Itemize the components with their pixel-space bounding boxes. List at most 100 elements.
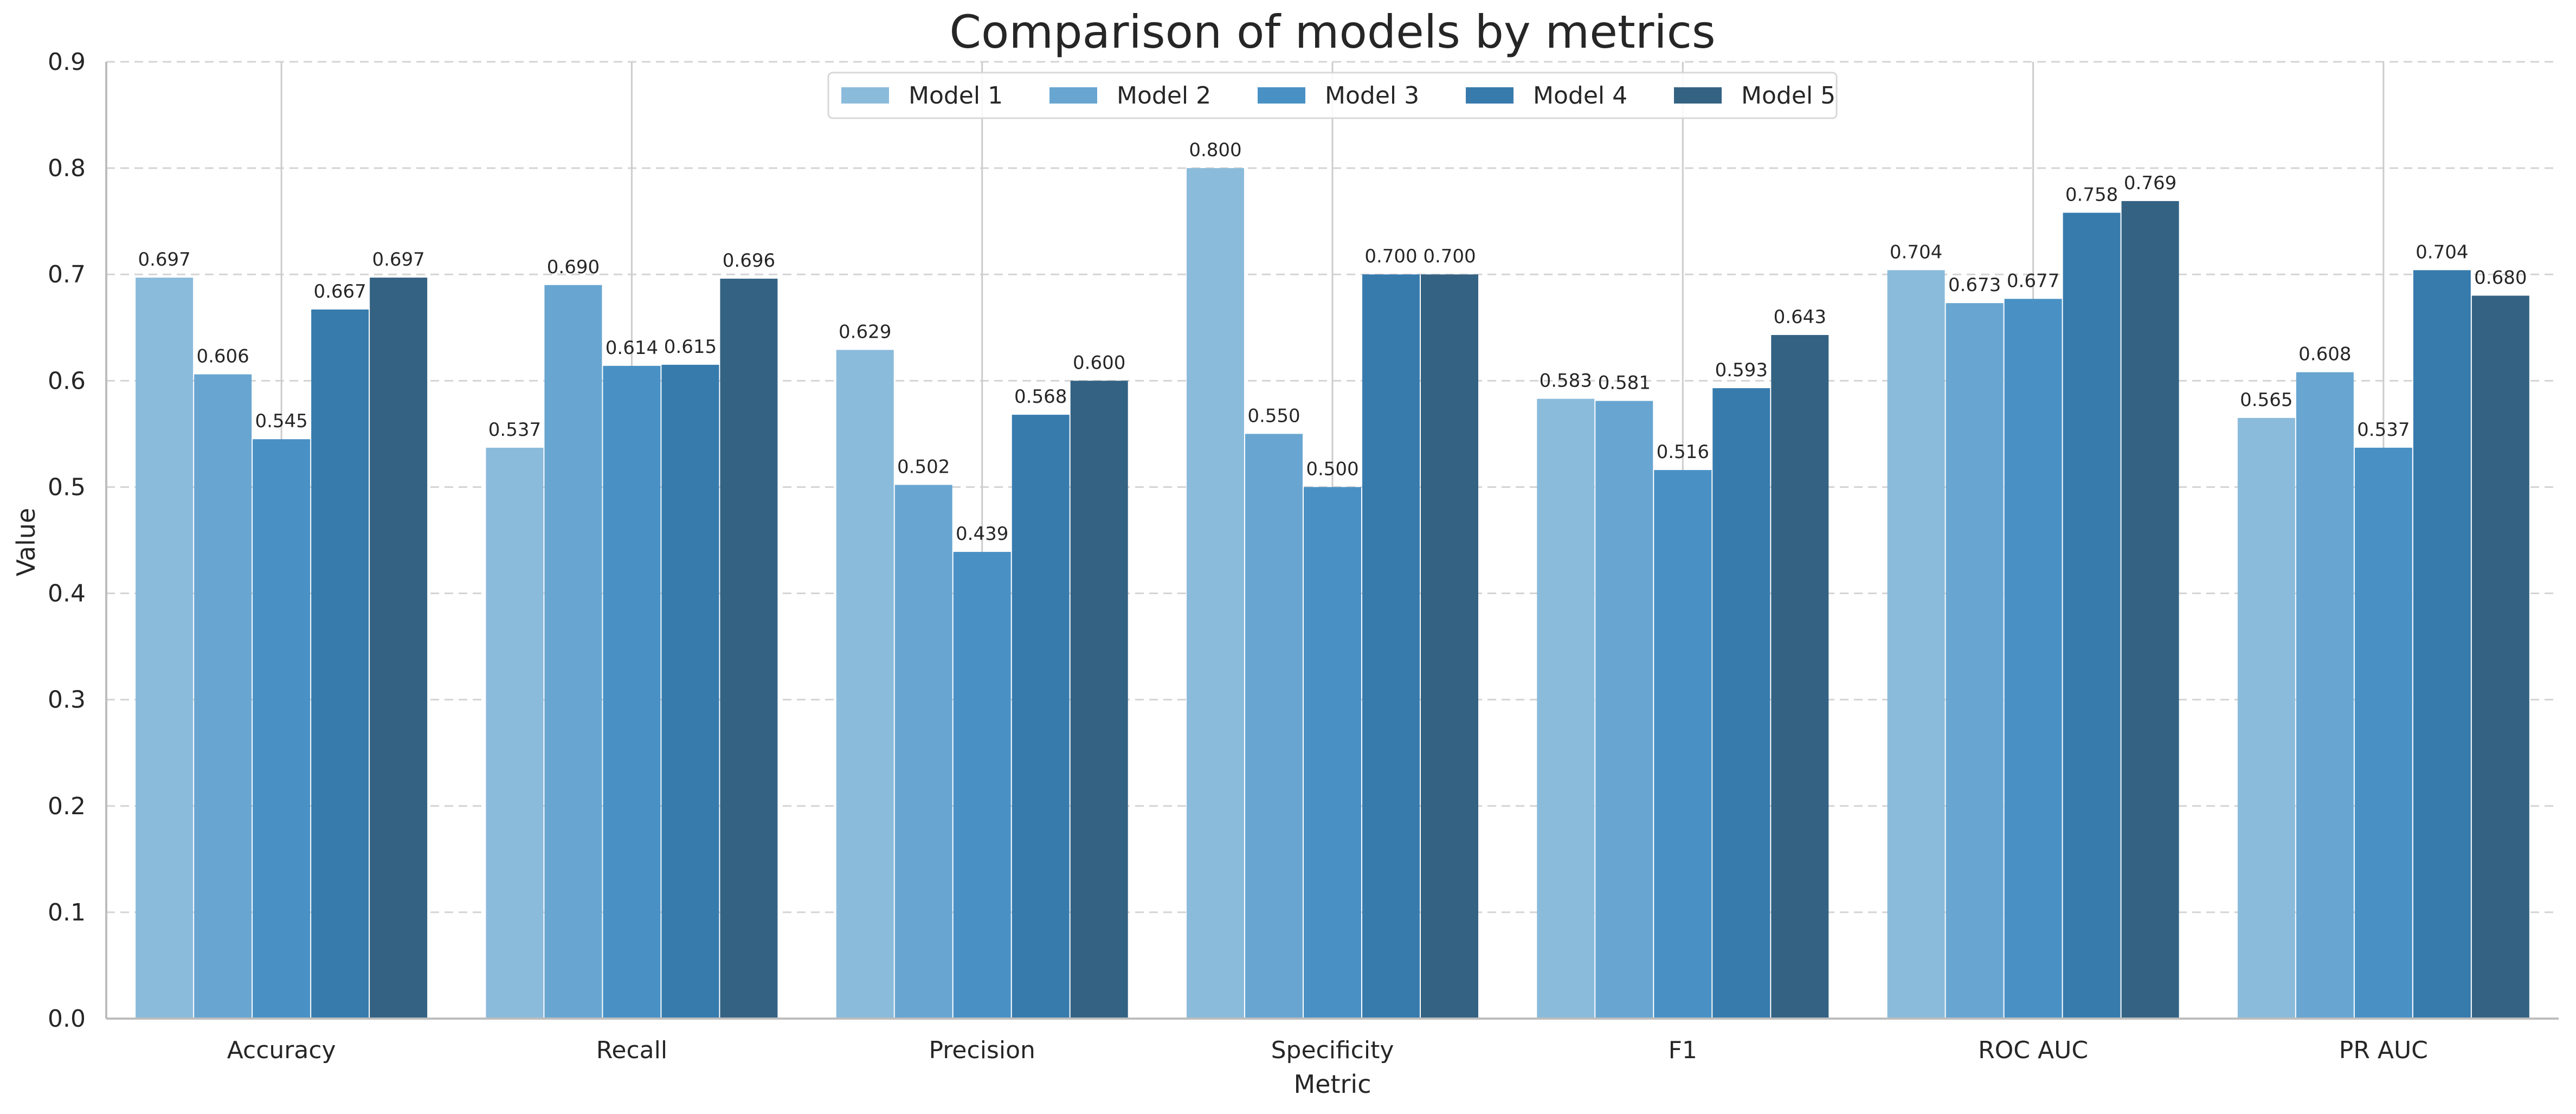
y-axis-label: Value xyxy=(11,508,41,576)
bar xyxy=(1946,303,2004,1019)
data-label: 0.700 xyxy=(1364,246,1417,267)
bar xyxy=(311,309,369,1019)
legend-label: Model 5 xyxy=(1741,82,1836,110)
data-label: 0.690 xyxy=(547,256,600,278)
data-label: 0.615 xyxy=(664,336,717,358)
data-label: 0.593 xyxy=(1715,359,1768,381)
bar xyxy=(2296,372,2354,1019)
y-tick-label: 0.6 xyxy=(48,367,86,395)
bar xyxy=(1595,401,1653,1019)
data-label: 0.697 xyxy=(372,249,424,271)
data-label: 0.758 xyxy=(2065,184,2118,205)
bar xyxy=(603,365,661,1019)
data-label: 0.608 xyxy=(2298,344,2351,365)
y-tick-label: 0.2 xyxy=(48,793,86,820)
bar xyxy=(2237,417,2295,1019)
bar xyxy=(1887,270,1945,1019)
bar xyxy=(2121,201,2179,1019)
x-tick-label: PR AUC xyxy=(2339,1036,2428,1064)
bar xyxy=(1012,415,1070,1019)
data-labels-layer: 0.697 0.537 0.629 0.800 0.583 0.704 0.565 0.606… xyxy=(138,139,2527,545)
bar xyxy=(1421,274,1478,1019)
data-label: 0.583 xyxy=(1540,370,1592,392)
bar xyxy=(894,485,952,1019)
bar xyxy=(544,285,602,1019)
bar xyxy=(486,447,544,1019)
data-label: 0.769 xyxy=(2124,172,2176,194)
data-label: 0.537 xyxy=(2357,419,2410,441)
legend-swatch xyxy=(1258,87,1305,104)
legend-label: Model 1 xyxy=(909,82,1003,110)
data-label: 0.700 xyxy=(1423,246,1476,267)
data-label: 0.568 xyxy=(1014,386,1067,408)
chart-title: Comparison of models by metrics xyxy=(949,5,1715,59)
legend-label: Model 4 xyxy=(1533,82,1627,110)
bar xyxy=(1771,335,1829,1019)
data-label: 0.537 xyxy=(488,419,541,441)
data-label: 0.606 xyxy=(196,346,249,368)
legend-swatch xyxy=(1049,87,1097,104)
x-tick-label: Accuracy xyxy=(227,1036,336,1064)
data-label: 0.545 xyxy=(255,410,307,432)
y-tick-label: 0.8 xyxy=(48,154,86,182)
data-label: 0.673 xyxy=(1948,274,2001,296)
data-label: 0.600 xyxy=(1073,352,1125,374)
bar xyxy=(1362,274,1420,1019)
bar xyxy=(2354,447,2412,1019)
bar xyxy=(1245,434,1303,1019)
x-tick-label: Specificity xyxy=(1271,1036,1394,1064)
legend-swatch xyxy=(841,87,889,104)
y-tick-label: 0.4 xyxy=(48,580,86,608)
bar xyxy=(2004,299,2062,1019)
legend-frame xyxy=(827,72,1838,119)
data-label: 0.629 xyxy=(839,321,891,343)
data-label: 0.697 xyxy=(138,249,190,271)
data-label: 0.696 xyxy=(723,250,775,272)
bar xyxy=(136,278,194,1019)
bar xyxy=(370,278,428,1019)
y-tick-label: 0.0 xyxy=(48,1005,86,1033)
bar xyxy=(1537,398,1595,1019)
bar xyxy=(836,350,894,1019)
data-label: 0.643 xyxy=(1774,306,1826,328)
bar xyxy=(661,364,719,1019)
data-label: 0.500 xyxy=(1306,458,1358,480)
data-label: 0.439 xyxy=(956,523,1008,545)
data-label: 0.800 xyxy=(1189,139,1241,161)
data-label: 0.581 xyxy=(1598,372,1651,394)
data-label: 0.502 xyxy=(897,456,950,478)
data-label: 0.704 xyxy=(1890,241,1942,263)
bar xyxy=(1712,388,1770,1019)
y-tick-label: 0.3 xyxy=(48,686,86,714)
axes-layer: 0.0 0.1 0.2 0.3 0.4 0.5 0.6 0.7 0.8 0.9 Accuracy Re… xyxy=(48,48,2559,1064)
y-tick-label: 0.9 xyxy=(48,48,86,76)
x-tick-label: F1 xyxy=(1669,1036,1697,1064)
data-label: 0.550 xyxy=(1247,405,1300,427)
bar xyxy=(2063,213,2121,1019)
bar xyxy=(194,374,252,1019)
bar xyxy=(1187,168,1244,1019)
data-label: 0.565 xyxy=(2240,389,2292,411)
bar xyxy=(1304,487,1361,1019)
x-axis-label: Metric xyxy=(1293,1070,1371,1099)
bars-layer xyxy=(136,168,2529,1019)
x-tick-label: ROC AUC xyxy=(1978,1036,2088,1064)
bar xyxy=(953,552,1011,1019)
data-label: 0.614 xyxy=(606,337,658,359)
legend-label: Model 3 xyxy=(1325,82,1419,110)
y-tick-label: 0.1 xyxy=(48,899,86,926)
data-label: 0.667 xyxy=(313,281,366,302)
data-label: 0.516 xyxy=(1657,441,1709,463)
x-tick-label: Precision xyxy=(929,1036,1035,1064)
bar xyxy=(2471,295,2529,1019)
legend-label: Model 2 xyxy=(1117,82,1211,110)
bar xyxy=(2413,270,2471,1019)
data-label: 0.704 xyxy=(2416,241,2468,263)
legend-swatch xyxy=(1674,87,1722,104)
x-tick-label: Recall xyxy=(596,1036,667,1064)
bar xyxy=(1654,470,1712,1019)
y-tick-label: 0.5 xyxy=(48,473,86,501)
y-tick-label: 0.7 xyxy=(48,261,86,288)
bar xyxy=(253,439,311,1019)
